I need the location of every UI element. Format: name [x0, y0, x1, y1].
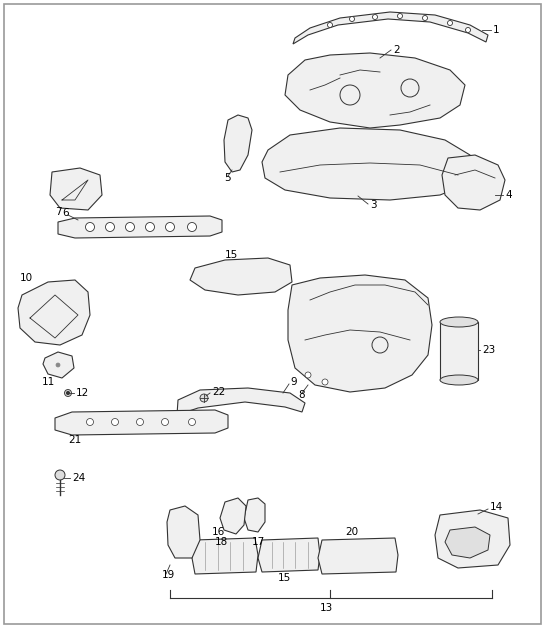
Text: 9: 9 — [290, 377, 296, 387]
Text: 6: 6 — [62, 208, 69, 218]
Polygon shape — [43, 352, 74, 378]
Circle shape — [322, 379, 328, 385]
Circle shape — [447, 21, 452, 26]
Circle shape — [166, 222, 174, 232]
Polygon shape — [435, 510, 510, 568]
Polygon shape — [224, 115, 252, 172]
Text: 12: 12 — [76, 388, 89, 398]
Circle shape — [189, 418, 196, 426]
Circle shape — [328, 23, 332, 28]
Text: 24: 24 — [72, 473, 85, 483]
Polygon shape — [244, 498, 265, 532]
Circle shape — [349, 16, 354, 21]
Circle shape — [66, 391, 70, 394]
Text: 11: 11 — [42, 377, 55, 387]
Polygon shape — [293, 12, 488, 44]
Text: 13: 13 — [320, 603, 333, 613]
Circle shape — [372, 14, 378, 19]
Text: 17: 17 — [252, 537, 265, 547]
Polygon shape — [285, 53, 465, 128]
Circle shape — [112, 418, 118, 426]
Polygon shape — [258, 538, 320, 572]
Circle shape — [200, 394, 208, 402]
Text: 8: 8 — [298, 390, 305, 400]
Polygon shape — [58, 216, 222, 238]
Text: 19: 19 — [162, 570, 175, 580]
Polygon shape — [192, 538, 258, 574]
Circle shape — [146, 222, 154, 232]
Polygon shape — [442, 155, 505, 210]
Circle shape — [422, 16, 427, 21]
Bar — [440, 322, 478, 380]
Text: 10: 10 — [20, 273, 33, 283]
Circle shape — [465, 28, 470, 33]
Circle shape — [87, 418, 94, 426]
Text: 7: 7 — [55, 207, 62, 217]
Circle shape — [106, 222, 114, 232]
Circle shape — [56, 363, 60, 367]
Circle shape — [305, 372, 311, 378]
Text: 1: 1 — [493, 25, 500, 35]
Text: 2: 2 — [393, 45, 399, 55]
Text: 18: 18 — [215, 537, 228, 547]
Text: 4: 4 — [505, 190, 512, 200]
Polygon shape — [262, 128, 475, 200]
Circle shape — [397, 13, 403, 18]
Circle shape — [125, 222, 135, 232]
Circle shape — [161, 418, 168, 426]
Ellipse shape — [440, 317, 478, 327]
Text: 21: 21 — [68, 435, 81, 445]
Polygon shape — [288, 275, 432, 392]
Polygon shape — [55, 410, 228, 435]
Polygon shape — [18, 280, 90, 345]
Ellipse shape — [440, 375, 478, 385]
Text: 20: 20 — [345, 527, 358, 537]
Text: 14: 14 — [490, 502, 503, 512]
Circle shape — [64, 389, 71, 396]
Text: 16: 16 — [212, 527, 225, 537]
Polygon shape — [220, 498, 246, 534]
Circle shape — [187, 222, 197, 232]
Text: 15: 15 — [278, 573, 291, 583]
Text: 3: 3 — [370, 200, 377, 210]
Circle shape — [86, 222, 94, 232]
Circle shape — [55, 470, 65, 480]
Text: 23: 23 — [482, 345, 495, 355]
Polygon shape — [50, 168, 102, 210]
Polygon shape — [445, 527, 490, 558]
Text: 22: 22 — [212, 387, 225, 397]
Polygon shape — [190, 258, 292, 295]
Polygon shape — [167, 506, 200, 558]
Polygon shape — [318, 538, 398, 574]
Text: 15: 15 — [225, 250, 238, 260]
Polygon shape — [177, 388, 305, 415]
Text: 5: 5 — [224, 173, 231, 183]
Circle shape — [136, 418, 143, 426]
